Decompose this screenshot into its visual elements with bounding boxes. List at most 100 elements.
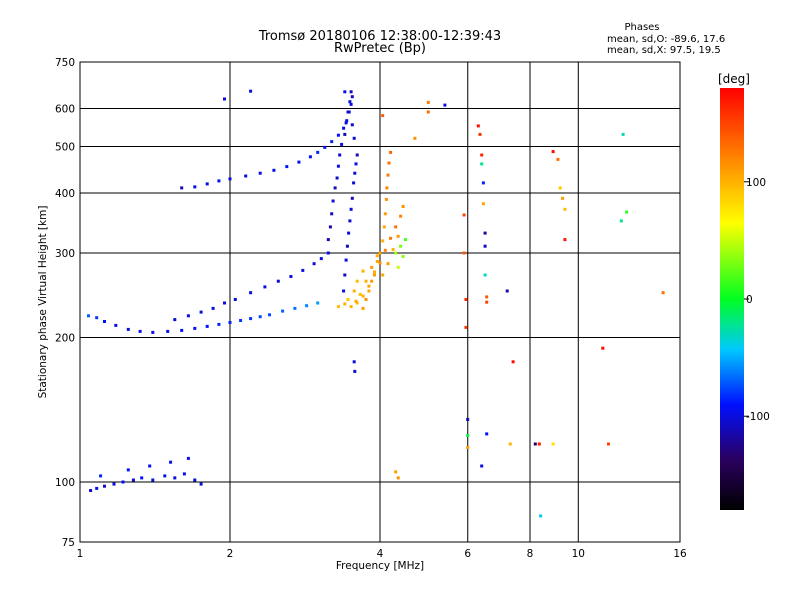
x-tick-label: 2 (227, 548, 234, 560)
data-point (223, 97, 226, 101)
data-point (272, 168, 276, 172)
data-point (394, 225, 398, 229)
data-point (537, 442, 541, 446)
data-point (330, 140, 334, 144)
data-point (112, 482, 116, 486)
x-tick-label: 6 (464, 548, 471, 560)
data-point (349, 207, 353, 211)
data-point (383, 212, 387, 216)
y-tick-label: 75 (62, 537, 75, 549)
data-point (399, 214, 403, 218)
data-point (268, 313, 271, 317)
data-point (126, 327, 130, 331)
x-tick-label: 16 (673, 548, 687, 560)
data-point (381, 239, 385, 243)
data-point (364, 298, 368, 301)
data-point (481, 181, 485, 185)
data-point (103, 320, 106, 323)
data-point (95, 486, 99, 490)
data-point (480, 464, 484, 468)
stats-header: Phases (624, 22, 659, 33)
data-point (355, 153, 359, 157)
data-point (346, 298, 350, 301)
data-point (361, 306, 365, 310)
data-point (399, 244, 403, 248)
data-point (151, 478, 155, 482)
data-point (464, 298, 468, 301)
data-point (217, 179, 221, 183)
data-point (223, 301, 226, 305)
data-point (323, 145, 327, 149)
data-point (462, 213, 466, 217)
data-point (331, 199, 335, 203)
data-point (381, 273, 385, 277)
data-point (338, 153, 342, 157)
data-point (551, 150, 555, 154)
data-point (508, 442, 512, 446)
data-point (349, 102, 353, 106)
data-point (485, 300, 489, 304)
data-point (258, 171, 262, 175)
data-point (396, 265, 400, 269)
data-point (205, 324, 209, 328)
data-point (285, 165, 289, 169)
data-point (396, 476, 400, 480)
data-point (481, 202, 485, 206)
x-tick-label: 1 (77, 548, 84, 560)
data-point (330, 212, 334, 216)
data-point (89, 489, 93, 492)
data-point (95, 316, 99, 320)
data-point (383, 248, 387, 252)
data-point (373, 273, 376, 277)
data-point (619, 219, 623, 223)
data-point (249, 317, 253, 321)
data-point (103, 484, 106, 488)
data-point (333, 186, 337, 190)
data-point (346, 110, 350, 114)
data-point (385, 186, 389, 190)
data-point (466, 446, 470, 449)
y-tick-label: 500 (55, 142, 75, 154)
data-point (244, 174, 248, 178)
data-point (344, 121, 348, 125)
data-point (426, 110, 430, 114)
data-point (361, 269, 365, 273)
x-axis-label: Frequency [MHz] (336, 560, 424, 572)
data-point (348, 219, 352, 223)
data-point (249, 89, 253, 93)
data-point (556, 157, 560, 161)
data-point (343, 302, 347, 306)
data-point (375, 260, 379, 263)
colorbar-label: [deg] (718, 72, 750, 86)
data-point (199, 310, 203, 314)
data-point (87, 314, 90, 318)
data-point (563, 238, 567, 242)
data-point (483, 273, 487, 277)
data-point (367, 289, 371, 293)
data-point (462, 251, 466, 255)
data-point (354, 299, 358, 303)
data-point (353, 369, 357, 373)
data-point (140, 476, 144, 480)
data-point (466, 418, 470, 421)
data-point (352, 360, 356, 364)
data-point (316, 150, 320, 154)
data-point (173, 476, 177, 480)
data-point (138, 329, 142, 333)
data-point (345, 244, 349, 248)
data-point (180, 328, 184, 332)
data-point (173, 318, 177, 322)
data-point (211, 306, 215, 310)
data-point (336, 164, 340, 168)
data-point (233, 298, 237, 301)
data-point (293, 306, 297, 310)
data-point (289, 275, 293, 278)
data-point (99, 474, 103, 478)
data-point (193, 326, 197, 330)
data-point (281, 309, 285, 313)
data-point (335, 176, 339, 180)
data-point (561, 196, 565, 200)
data-point (352, 181, 356, 185)
data-point (312, 262, 316, 266)
